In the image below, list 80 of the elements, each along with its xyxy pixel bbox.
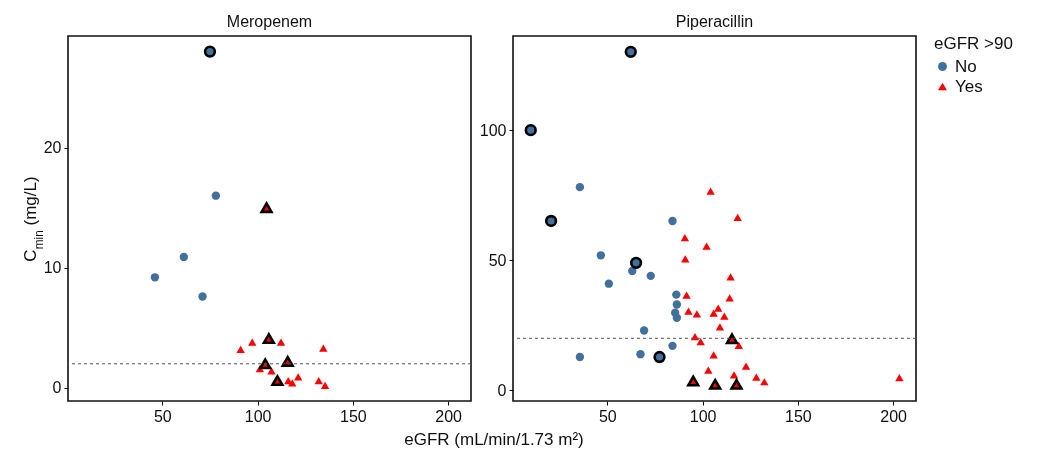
point — [293, 373, 303, 381]
point — [672, 313, 682, 322]
point — [702, 242, 711, 250]
point — [730, 378, 743, 390]
point — [636, 350, 645, 359]
x-axis-title: eGFR (mL/min/1.73 m²) — [403, 430, 585, 450]
point — [687, 375, 700, 387]
point — [684, 307, 693, 315]
chart-title: Meropenem — [226, 13, 313, 30]
point — [895, 373, 904, 382]
point — [715, 323, 725, 331]
point — [752, 373, 761, 381]
point — [575, 352, 585, 362]
x-tick-label: 150 — [785, 407, 812, 425]
legend-label: No — [955, 56, 977, 76]
point — [709, 309, 718, 317]
point — [203, 45, 217, 58]
x-tick-label: 200 — [435, 407, 463, 425]
point — [733, 213, 742, 221]
point — [236, 345, 245, 353]
point — [198, 292, 207, 301]
point — [729, 371, 739, 379]
point — [726, 273, 735, 281]
point — [680, 234, 690, 242]
point — [668, 341, 677, 351]
point — [704, 366, 713, 374]
y-tick-label: 0 — [497, 381, 507, 399]
point — [714, 304, 723, 312]
y-tick-label: 0 — [52, 379, 62, 397]
x-tick-label: 150 — [340, 407, 367, 425]
point — [259, 358, 272, 370]
point — [150, 273, 160, 282]
y-tick-label: 50 — [488, 251, 507, 269]
point — [319, 344, 328, 352]
point — [725, 294, 734, 302]
point — [668, 216, 677, 226]
point — [639, 326, 649, 335]
y-tick-label: 100 — [479, 121, 507, 139]
legend-title: eGFR >90 — [934, 34, 1013, 53]
legend-label: Yes — [955, 76, 983, 96]
point — [696, 338, 705, 346]
point — [725, 333, 739, 345]
point — [760, 378, 769, 386]
point — [544, 214, 558, 228]
point — [211, 191, 221, 200]
point — [276, 338, 286, 346]
point — [604, 279, 614, 288]
point — [524, 124, 537, 137]
point — [281, 355, 294, 367]
y-tick-label: 10 — [43, 259, 62, 277]
x-tick-label: 50 — [153, 407, 172, 425]
chart-title: Piperacillin — [675, 13, 754, 30]
point — [720, 312, 729, 320]
point — [288, 379, 297, 387]
point — [709, 351, 718, 359]
point — [624, 45, 637, 59]
point — [267, 367, 276, 375]
x-tick-label: 100 — [244, 407, 272, 425]
point — [682, 291, 691, 299]
x-tick-label: 100 — [689, 407, 717, 425]
x-tick-label: 200 — [880, 407, 908, 425]
point — [708, 378, 722, 390]
point — [734, 341, 743, 349]
point — [672, 300, 682, 309]
point — [179, 252, 189, 262]
point — [262, 333, 276, 345]
point — [653, 350, 666, 364]
point — [672, 290, 681, 299]
y-tick-label: 20 — [43, 139, 62, 157]
point — [248, 338, 257, 346]
point — [741, 362, 751, 370]
x-tick-label: 50 — [598, 407, 617, 425]
point — [575, 182, 585, 192]
point — [314, 376, 323, 385]
point — [596, 251, 606, 260]
point — [681, 255, 690, 263]
point — [629, 256, 643, 270]
point — [706, 187, 715, 195]
point — [646, 271, 655, 281]
point — [320, 381, 330, 390]
